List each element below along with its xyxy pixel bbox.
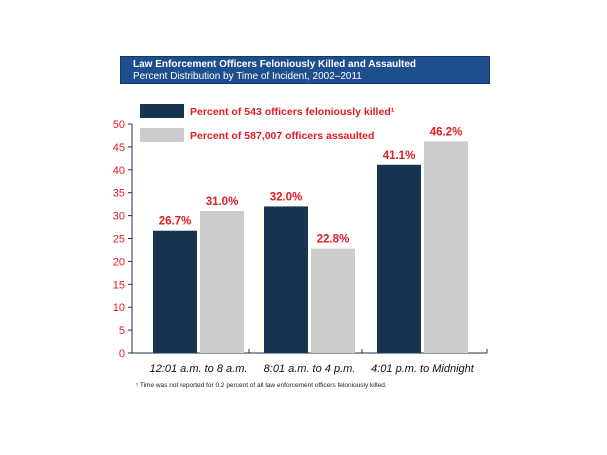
y-tick-label: 30 bbox=[113, 211, 125, 223]
y-tick-label: 40 bbox=[113, 165, 125, 177]
y-tick-label: 35 bbox=[113, 188, 125, 200]
y-tick-label: 10 bbox=[113, 302, 125, 314]
y-tick-label: 50 bbox=[113, 119, 125, 131]
bar-value-label: 31.0% bbox=[206, 196, 239, 208]
bar-value-label: 22.8% bbox=[317, 234, 350, 246]
y-tick-label: 20 bbox=[113, 256, 125, 268]
bar-value-label: 32.0% bbox=[270, 191, 303, 203]
legend-swatch bbox=[140, 104, 184, 118]
y-tick-label: 25 bbox=[113, 234, 125, 246]
x-category-label: 8:01 a.m. to 4 p.m. bbox=[264, 363, 356, 375]
chart-title: Law Enforcement Officers Feloniously Kil… bbox=[133, 59, 417, 70]
y-tick-label: 0 bbox=[119, 348, 125, 360]
bar bbox=[424, 141, 468, 353]
bar bbox=[311, 248, 355, 353]
bar-value-label: 41.1% bbox=[383, 150, 416, 162]
footnote: ¹ Time was not reported for 0.2 percent … bbox=[136, 382, 387, 389]
legend-label: Percent of 587,007 officers assaulted bbox=[190, 130, 374, 142]
x-category-label: 4:01 p.m. to Midnight bbox=[371, 363, 475, 375]
bar-value-label: 26.7% bbox=[159, 216, 192, 228]
y-tick-label: 5 bbox=[119, 325, 125, 337]
x-category-label: 12:01 a.m. to 8 a.m. bbox=[150, 363, 248, 375]
bar bbox=[200, 211, 244, 353]
bar bbox=[264, 206, 308, 353]
chart-title-banner: Law Enforcement Officers Feloniously Kil… bbox=[120, 56, 490, 84]
y-tick-label: 15 bbox=[113, 279, 125, 291]
legend-swatch bbox=[140, 128, 184, 142]
legend-label: Percent of 543 officers feloniously kill… bbox=[190, 106, 395, 118]
y-tick-label: 45 bbox=[113, 142, 125, 154]
chart-subtitle: Percent Distribution by Time of Incident… bbox=[133, 71, 362, 82]
bar bbox=[153, 230, 197, 353]
bar bbox=[377, 164, 421, 353]
bar-value-label: 46.2% bbox=[430, 126, 463, 138]
